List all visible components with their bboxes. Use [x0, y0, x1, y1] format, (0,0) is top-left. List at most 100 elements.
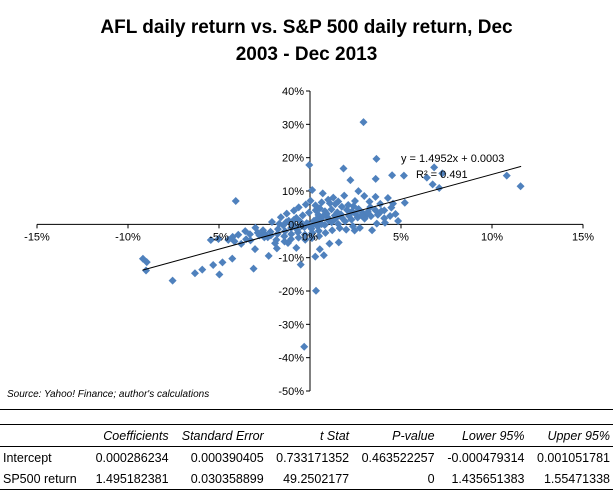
chart-title: AFL daily return vs. S&P 500 daily retur…	[0, 14, 613, 68]
y-tick-label: -50%	[278, 386, 304, 398]
data-point	[218, 258, 227, 267]
data-point	[267, 217, 276, 226]
data-point	[360, 192, 369, 200]
data-point	[311, 201, 320, 210]
data-point	[293, 228, 302, 237]
source-note: Source: Yahoo! Finance; author's calcula…	[7, 389, 210, 400]
y-tick-label: 40%	[282, 86, 304, 98]
x-tick-label: 10%	[481, 231, 503, 243]
data-point	[516, 182, 525, 191]
chart-title-line-1: AFL daily return vs. S&P 500 daily retur…	[100, 17, 513, 38]
data-point	[355, 223, 364, 232]
data-point	[348, 222, 357, 231]
data-point	[435, 184, 444, 193]
data-point	[328, 226, 337, 235]
y-tick-label: 10%	[282, 186, 304, 198]
data-point	[319, 212, 328, 220]
data-point	[289, 215, 298, 224]
data-point	[280, 237, 289, 246]
data-point	[318, 189, 327, 198]
header-cell: Upper 95%	[527, 424, 613, 447]
trendline-equation: y = 1.4952x + 0.0003	[401, 153, 504, 165]
data-point	[215, 270, 224, 279]
data-point	[334, 238, 343, 247]
data-point	[319, 251, 328, 260]
y-tick-label: -10%	[278, 253, 304, 265]
data-point	[335, 224, 344, 233]
trendline-r2: R² = 0.491	[416, 169, 468, 181]
data-point	[394, 217, 403, 225]
data-point	[337, 202, 346, 211]
data-point	[317, 198, 326, 207]
data-point	[349, 202, 358, 211]
data-point	[282, 209, 291, 218]
data-point	[228, 254, 237, 263]
header-cell: t Stat	[266, 424, 353, 447]
header-cell: Standard Error	[171, 424, 267, 447]
header-cell	[0, 424, 87, 447]
data-point	[142, 258, 151, 267]
data-point	[301, 235, 310, 244]
data-point	[228, 232, 237, 241]
table-cell: 0.000390405	[190, 450, 264, 465]
data-point	[388, 171, 397, 180]
data-point	[251, 245, 260, 254]
x-tick-label: -10%	[115, 231, 141, 243]
x-tick-label: -15%	[24, 231, 50, 243]
data-point	[271, 239, 280, 248]
data-point	[300, 342, 309, 351]
data-point	[311, 252, 320, 261]
scatter-plot: -15% -10% -5% 0% 5% 10% 15% 40% 30% 20% 10% 0% -10% -…	[24, 86, 594, 398]
data-point	[298, 211, 307, 220]
data-point	[372, 154, 381, 163]
data-point	[340, 191, 349, 200]
data-point	[438, 169, 447, 178]
table-cell: 49.2502177	[266, 468, 353, 490]
data-point	[287, 230, 296, 239]
data-point	[237, 239, 246, 248]
data-point	[305, 161, 314, 169]
chart-area: -15% -10% -5% 0% 5% 10% 15% 40% 30% 20% 10% 0% -10% -…	[0, 14, 613, 400]
data-point	[168, 276, 177, 285]
data-point	[400, 198, 409, 207]
x-tick-label: -5%	[209, 231, 229, 243]
table-cell: 0	[352, 468, 438, 490]
y-tick-label: 0%	[288, 219, 304, 231]
data-point	[314, 226, 323, 235]
data-point	[387, 203, 396, 212]
data-point	[308, 234, 317, 243]
tick-labels: -15% -10% -5% 0% 5% 10% 15% 40% 30% 20% 10% 0% -10% -…	[24, 86, 594, 398]
data-point	[342, 225, 351, 234]
trendline-line	[142, 165, 522, 271]
data-point	[359, 118, 368, 127]
y-tick-label: -20%	[278, 286, 304, 298]
data-point	[245, 230, 254, 239]
table-row: Intercept 0.000286234 0.000390405 0.7331…	[0, 447, 613, 469]
data-point	[428, 180, 437, 189]
data-point	[308, 186, 317, 195]
data-point	[280, 232, 289, 241]
data-point	[297, 221, 306, 230]
data-point	[312, 286, 321, 295]
table-row: SP500 return 1.495182381 0.030358899 49.…	[0, 468, 613, 490]
data-point	[366, 203, 375, 212]
table-cell: 0.463522257	[361, 450, 435, 465]
data-point	[260, 233, 269, 242]
x-tick-label: 0%	[302, 231, 318, 243]
data-point	[502, 171, 511, 180]
data-point	[354, 187, 363, 196]
chart-title-line-2: 2003 - Dec 2013	[235, 44, 378, 65]
data-point	[315, 245, 324, 254]
data-point	[294, 233, 303, 242]
data-point	[327, 205, 336, 214]
data-point	[334, 197, 343, 206]
data-point	[372, 219, 381, 228]
data-point	[264, 251, 273, 260]
data-point	[292, 243, 301, 252]
data-point	[422, 173, 431, 182]
data-point	[142, 266, 151, 275]
data-point	[377, 207, 386, 216]
data-point	[209, 261, 218, 269]
data-point	[324, 195, 333, 204]
data-point	[308, 228, 317, 237]
